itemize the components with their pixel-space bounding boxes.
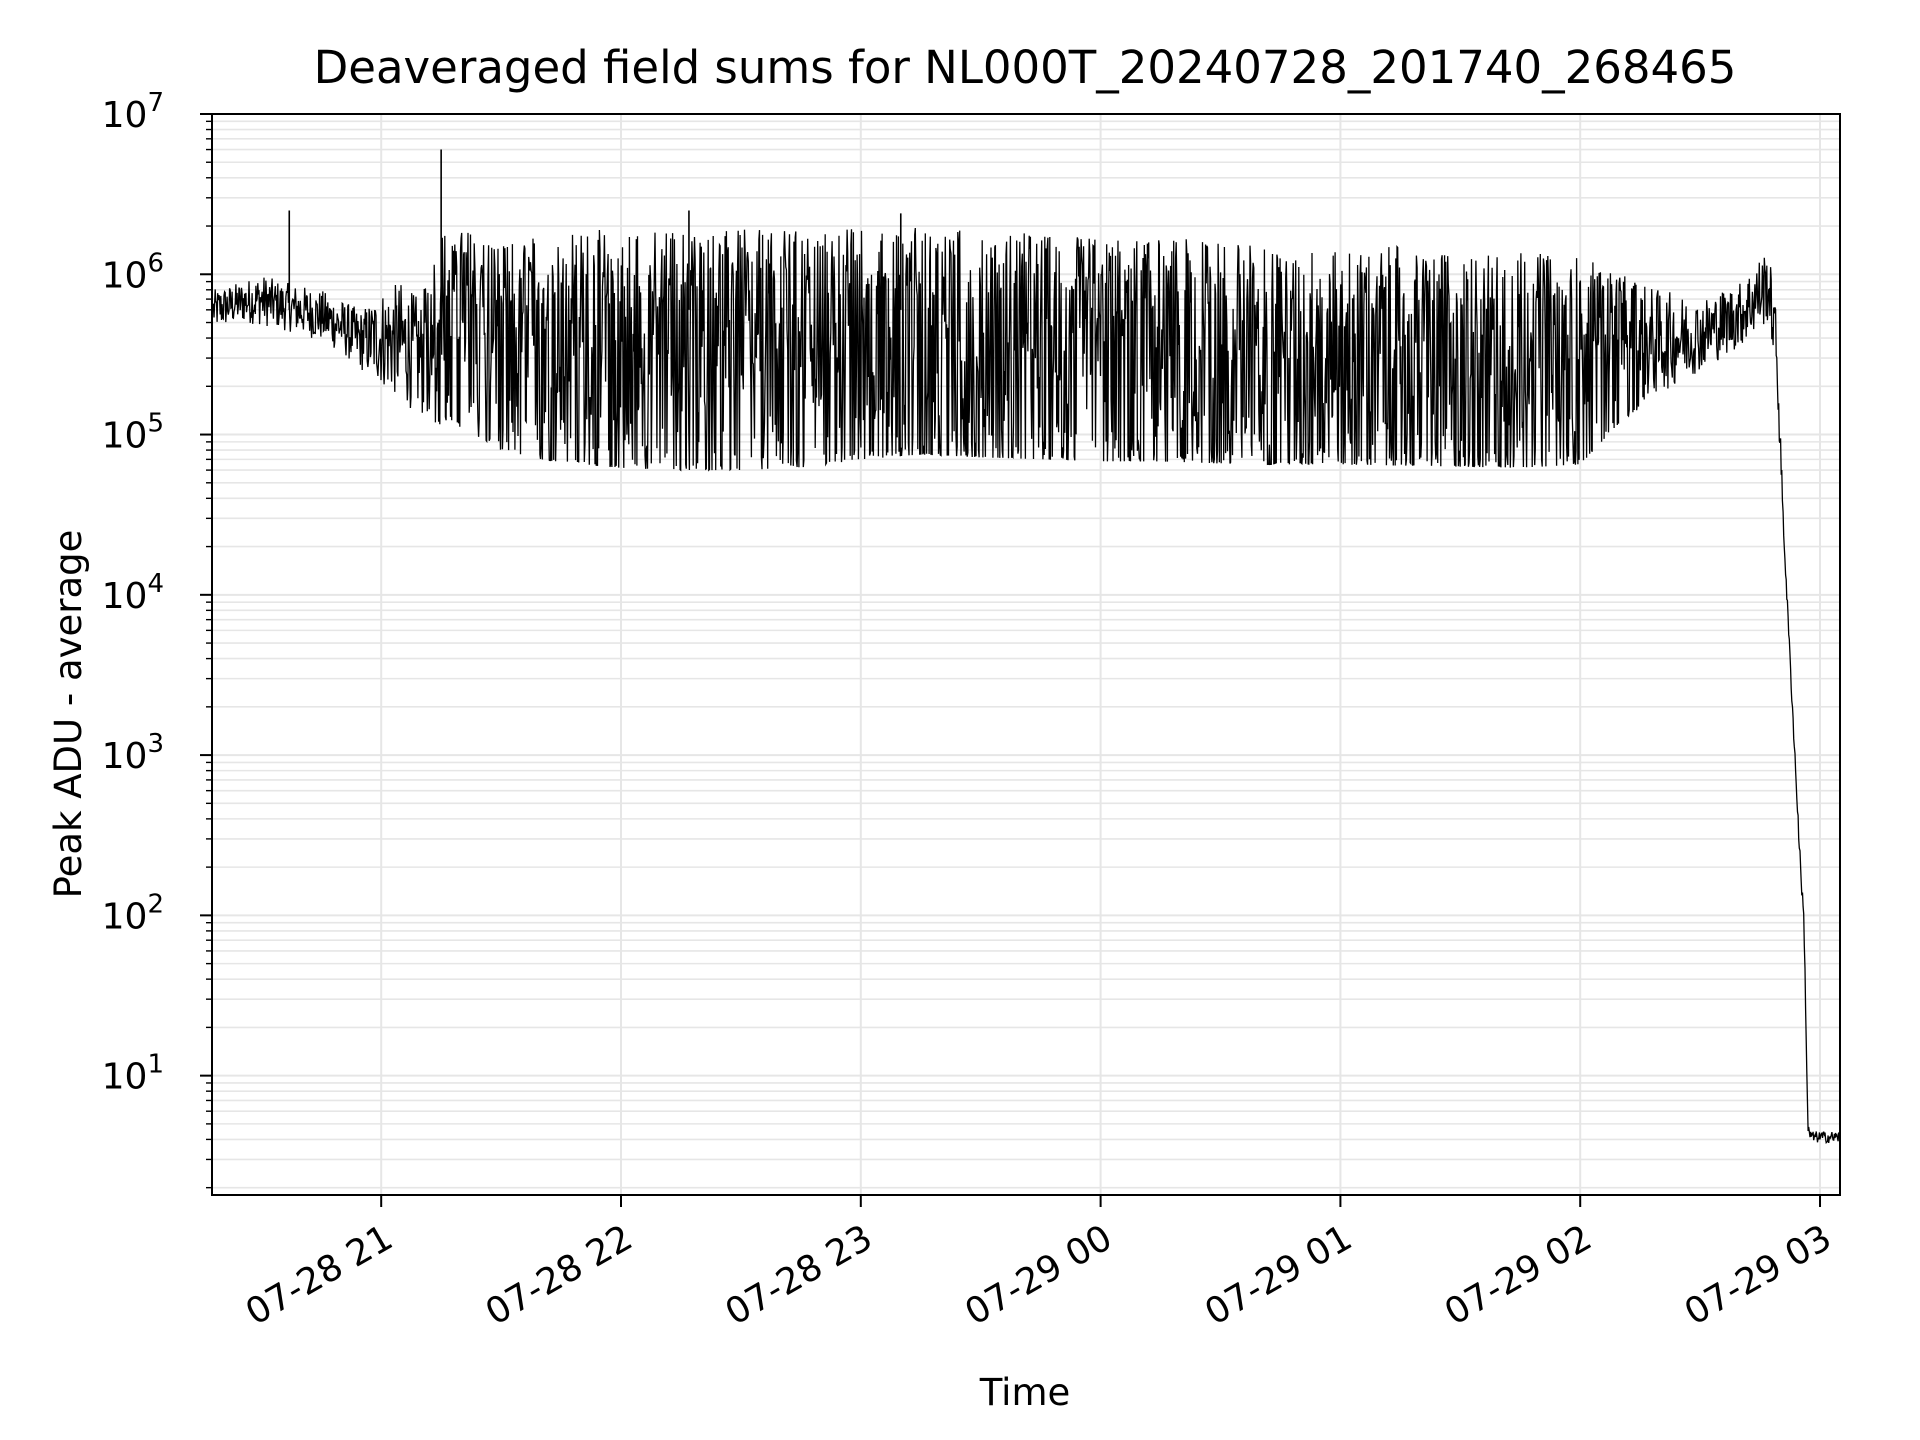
y-tick-label: 101 <box>102 1050 164 1098</box>
x-axis-label: Time <box>979 1371 1071 1414</box>
y-ticks: 101 102 103 104 105 106 107 <box>102 88 212 1189</box>
series-line <box>212 149 1841 1144</box>
y-tick-label: 107 <box>102 88 164 136</box>
series-path <box>212 227 1841 1144</box>
chart-title: Deaveraged field sums for NL000T_2024072… <box>314 41 1737 94</box>
y-tick-label: 103 <box>102 729 164 777</box>
y-axis-label: Peak ADU - average <box>47 530 90 899</box>
axes <box>211 113 1841 1196</box>
y-tick-label: 106 <box>102 248 164 296</box>
plot-frame <box>211 113 1841 1196</box>
grid-lines <box>212 113 1840 1195</box>
y-tick-label: 104 <box>102 569 164 617</box>
y-tick-label: 102 <box>102 889 164 937</box>
y-tick-label: 105 <box>102 409 164 457</box>
